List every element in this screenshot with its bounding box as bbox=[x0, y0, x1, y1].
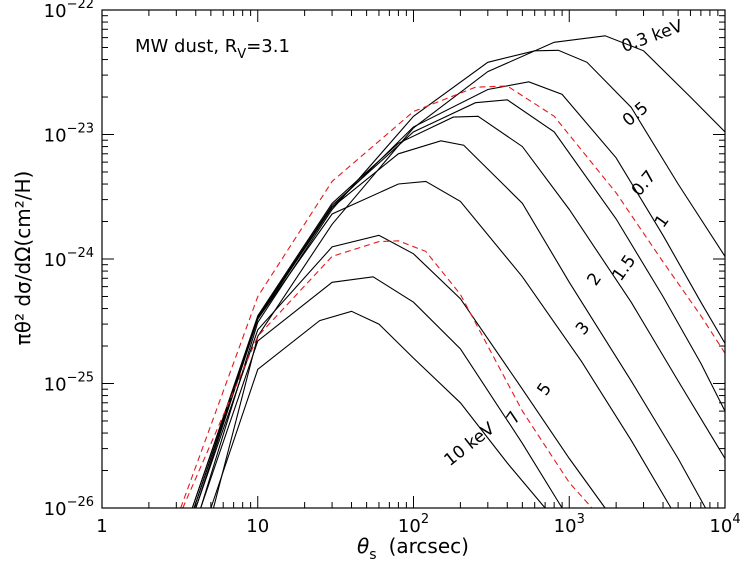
curve-label: 10 keV bbox=[440, 419, 499, 471]
curve-label: 3 bbox=[572, 318, 594, 339]
dust-model-annotation: MW dust, RV=3.1 bbox=[135, 36, 290, 62]
energy-curve bbox=[193, 99, 726, 509]
curve-label: 5 bbox=[533, 379, 556, 399]
curve-label: 0.7 bbox=[628, 167, 661, 201]
y-axis-label: πθ² dσ/dΩ(cm²/H) bbox=[11, 171, 35, 346]
x-axis-label: θs (arcsec) bbox=[357, 534, 469, 563]
curve-label: 1 bbox=[651, 211, 674, 231]
x-tick-label: 10 bbox=[246, 516, 269, 537]
energy-curve bbox=[191, 140, 706, 509]
energy-curve bbox=[200, 49, 726, 509]
energy-curve bbox=[200, 276, 563, 509]
energy-curve bbox=[195, 234, 606, 509]
energy-curve bbox=[210, 310, 546, 509]
y-tick-label: 10−24 bbox=[44, 246, 94, 271]
plot-curves bbox=[180, 35, 726, 509]
y-tick-label: 10−26 bbox=[44, 495, 94, 520]
y-tick-label: 10−23 bbox=[44, 122, 94, 147]
plot-frame bbox=[101, 9, 726, 509]
y-tick-label: 10−22 bbox=[44, 0, 94, 22]
curve-label: 0.3 keV bbox=[619, 16, 686, 57]
x-tick-label: 104 bbox=[709, 512, 740, 537]
tick-labels: 1 10 102 103 104 10−26 10−25 10−24 10−23 10−22 bbox=[44, 0, 741, 537]
x-tick-label: 103 bbox=[554, 512, 585, 537]
x-tick-label: 102 bbox=[398, 512, 429, 537]
curve-label: 2 bbox=[584, 269, 607, 289]
energy-curve bbox=[193, 180, 672, 509]
x-tick-label: 1 bbox=[96, 516, 107, 537]
y-tick-label: 10−25 bbox=[44, 371, 94, 396]
reference-curve-dashed bbox=[182, 240, 593, 509]
curve-label: 1.5 bbox=[608, 251, 640, 285]
axis-ticks bbox=[101, 10, 725, 509]
energy-curve bbox=[191, 115, 726, 509]
energy-curve bbox=[212, 35, 726, 509]
curve-label: 0.5 bbox=[619, 98, 653, 131]
